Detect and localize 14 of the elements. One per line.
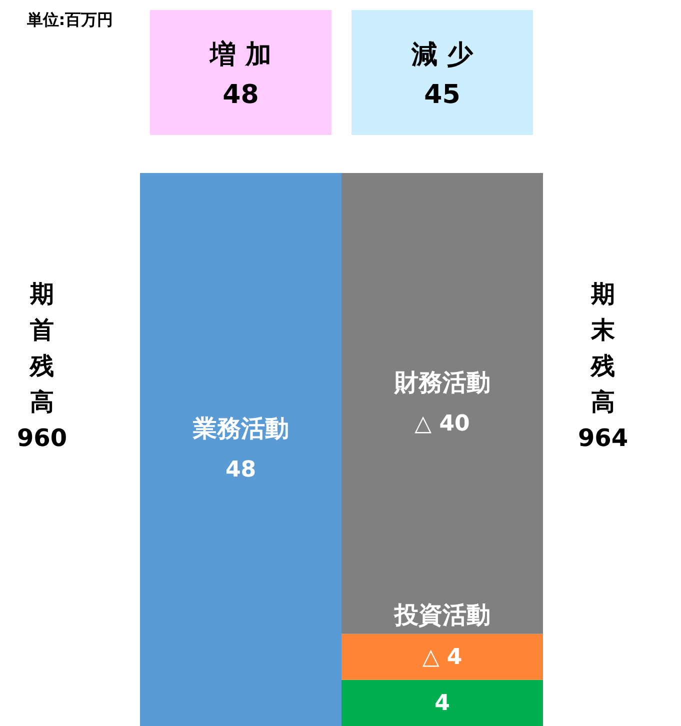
series-label: 業務活動 — [192, 414, 289, 442]
data-label: 4 — [434, 690, 450, 716]
data-label: △ 4 — [422, 644, 462, 670]
x-tick-label: 減 少 — [410, 40, 474, 70]
series-label: 財務活動 — [393, 368, 490, 396]
data-label: 48 — [225, 458, 256, 482]
series-label: 投資活動 — [393, 600, 490, 629]
annotation: 期末残高 964 — [578, 280, 628, 452]
data-label: △ 40 — [414, 411, 470, 436]
text: 45 — [424, 80, 460, 110]
x-tick-label: 増 加 — [209, 39, 272, 70]
annotation: 期首残高 960 — [16, 280, 68, 452]
text: 48 — [222, 80, 259, 110]
text: 単位:百万円 — [26, 10, 114, 29]
